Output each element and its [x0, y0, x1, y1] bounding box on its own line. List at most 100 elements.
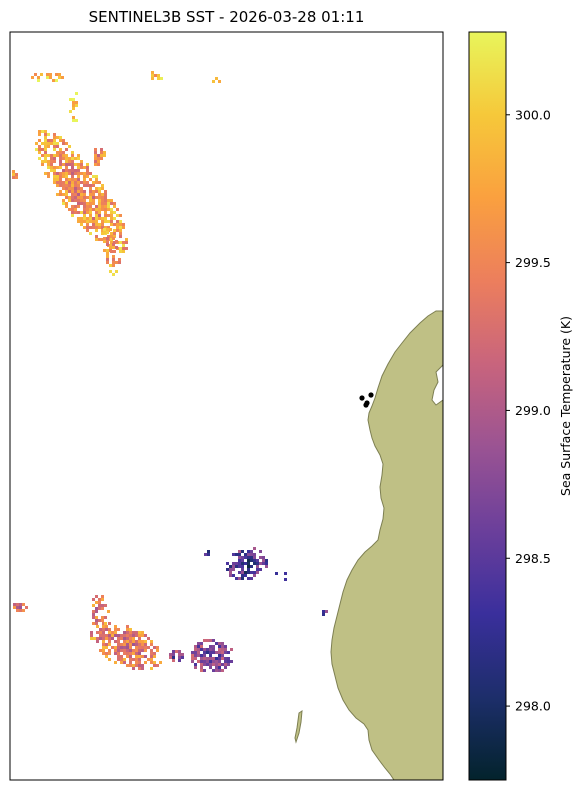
sst-pixel: [111, 631, 114, 634]
sst-pixel: [58, 76, 61, 79]
sst-pixel: [105, 646, 108, 649]
sst-pixel: [117, 634, 120, 637]
sst-pixel: [92, 616, 95, 619]
sst-pixel: [108, 652, 111, 655]
sst-pixel: [218, 657, 221, 660]
sst-pixel: [92, 181, 95, 184]
sst-pixel: [129, 643, 132, 646]
sst-pixel: [80, 196, 83, 199]
sst-pixel: [117, 649, 120, 652]
sst-pixel: [116, 220, 119, 223]
sst-pixel: [159, 661, 162, 664]
sst-pixel: [86, 196, 89, 199]
sst-pixel: [65, 193, 68, 196]
sst-pixel: [92, 184, 95, 187]
sst-pixel: [150, 649, 153, 652]
sst-pixel: [250, 577, 253, 580]
sst-pixel: [89, 211, 92, 214]
sst-pixel: [99, 628, 102, 631]
station-markers: [359, 392, 374, 408]
sst-pixel: [83, 184, 86, 187]
sst-pixel: [92, 604, 95, 607]
sst-pixel: [129, 631, 132, 634]
sst-pixel: [135, 658, 138, 661]
coastline-landmass: [330, 310, 443, 780]
sst-pixel: [65, 142, 68, 145]
sst-pixel: [75, 104, 78, 107]
sst-pixel: [65, 148, 68, 151]
sst-pixel: [94, 157, 97, 160]
sst-pixel: [47, 175, 50, 178]
sst-pixel: [150, 652, 153, 655]
sst-pixel: [125, 238, 128, 241]
sst-pixel: [71, 175, 74, 178]
sst-pixel: [138, 643, 141, 646]
sst-pixel: [241, 568, 244, 571]
sst-pixel: [98, 223, 101, 226]
sst-pixel: [129, 655, 132, 658]
sst-pixel: [80, 202, 83, 205]
sst-pixel: [113, 250, 116, 253]
sst-pixel: [80, 199, 83, 202]
sst-pixel: [215, 666, 218, 669]
sst-pixel: [108, 637, 111, 640]
sst-pixel: [74, 184, 77, 187]
sst-pixel: [89, 184, 92, 187]
sst-pixel: [181, 653, 184, 656]
sst-pixel: [50, 142, 53, 145]
sst-pixel: [95, 178, 98, 181]
sst-pixel: [141, 667, 144, 670]
sst-pixel: [99, 649, 102, 652]
sst-pixel: [86, 220, 89, 223]
sst-pixel: [150, 655, 153, 658]
sst-pixel: [126, 631, 129, 634]
sst-pixel: [86, 205, 89, 208]
sst-pixel: [71, 205, 74, 208]
sst-pixel: [153, 646, 156, 649]
sst-pixel: [138, 634, 141, 637]
sst-pixel: [56, 193, 59, 196]
sst-pixel: [235, 577, 238, 580]
sst-pixel: [105, 628, 108, 631]
sst-pixel: [212, 657, 215, 660]
sst-pixel: [89, 178, 92, 181]
sst-pixel: [95, 181, 98, 184]
sst-pixel: [35, 142, 38, 145]
sst-pixel: [98, 211, 101, 214]
sst-pixel: [275, 572, 278, 575]
sst-pixel: [197, 654, 200, 657]
sst-pixel: [138, 637, 141, 640]
sst-pixel: [95, 205, 98, 208]
sst-pixel: [215, 663, 218, 666]
sst-pixel: [109, 246, 112, 249]
sst-pixel: [253, 559, 256, 562]
sst-pixel: [241, 562, 244, 565]
sst-pixel: [227, 663, 230, 666]
sst-pixel: [197, 645, 200, 648]
sst-pixel: [150, 640, 153, 643]
sst-pixel: [74, 211, 77, 214]
sst-pixel: [74, 157, 77, 160]
sst-pixel: [71, 184, 74, 187]
sst-pixel: [119, 214, 122, 217]
sst-pixel: [101, 199, 104, 202]
sst-pixel: [44, 154, 47, 157]
sst-pixel: [101, 616, 104, 619]
sst-pixel: [15, 176, 18, 179]
sst-pixel: [109, 249, 112, 252]
sst-pixel: [86, 217, 89, 220]
sst-pixel: [74, 199, 77, 202]
sst-pixel: [101, 229, 104, 232]
sst-pixel: [65, 202, 68, 205]
colorbar-tick-label: 299.5: [515, 255, 551, 270]
sst-pixel: [238, 565, 241, 568]
sst-pixel: [100, 154, 103, 157]
sst-pixel: [116, 208, 119, 211]
sst-pixel: [138, 661, 141, 664]
sst-pixel: [71, 163, 74, 166]
sst-pixel: [95, 235, 98, 238]
sst-pixel: [94, 154, 97, 157]
sst-pixel: [206, 648, 209, 651]
sst-pixel: [150, 643, 153, 646]
sst-pixel: [105, 637, 108, 640]
